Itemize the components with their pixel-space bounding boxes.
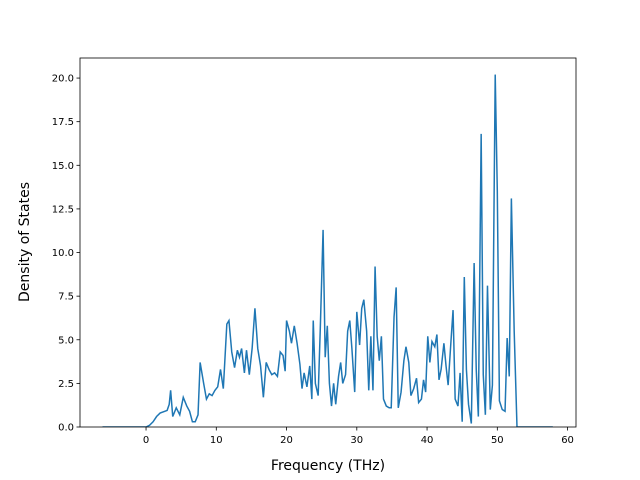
y-tick-label: 17.5 (52, 117, 74, 128)
x-tick-label: 10 (210, 435, 223, 446)
x-tick-label: 0 (143, 435, 149, 446)
y-tick-label: 0.0 (58, 423, 74, 434)
y-tick-label: 15.0 (52, 161, 74, 172)
x-tick-label: 40 (421, 435, 434, 446)
x-tick-label: 20 (280, 435, 293, 446)
y-tick-label: 7.5 (58, 292, 74, 303)
y-tick-label: 20.0 (52, 74, 74, 85)
x-tick-label: 60 (561, 435, 574, 446)
data-line (102, 74, 553, 427)
y-axis-label: Density of States (17, 182, 33, 302)
y-tick-label: 2.5 (58, 379, 74, 390)
plot-frame (79, 57, 577, 428)
x-tick-label: 30 (350, 435, 363, 446)
x-axis-label: Frequency (THz) (271, 458, 385, 474)
y-tick-label: 5.0 (58, 335, 74, 346)
x-tick-label: 50 (491, 435, 504, 446)
y-tick-label: 10.0 (52, 248, 74, 259)
y-tick-label: 12.5 (52, 204, 74, 215)
